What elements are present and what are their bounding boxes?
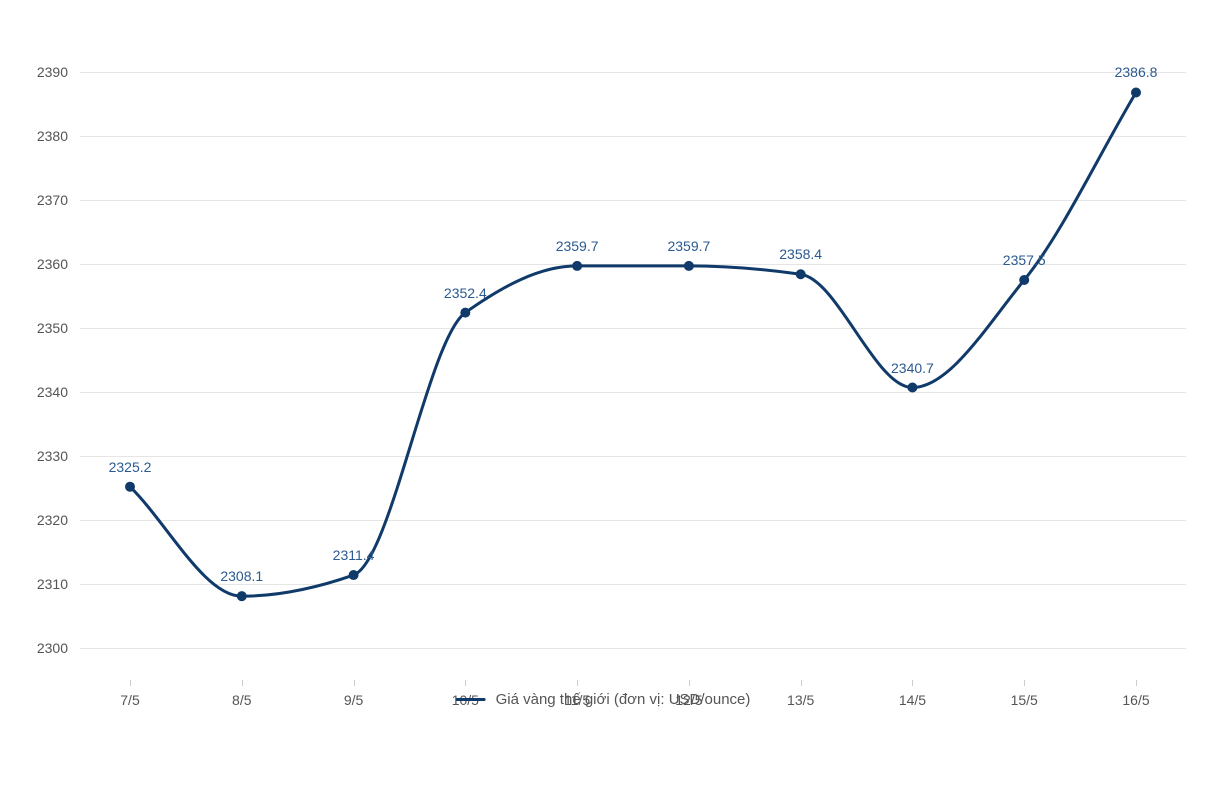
y-axis-tick-label: 2330 xyxy=(37,448,80,464)
x-axis-tick xyxy=(577,680,578,686)
data-point-marker xyxy=(572,261,582,271)
data-point-label: 2358.4 xyxy=(779,246,822,262)
y-axis-tick-label: 2360 xyxy=(37,256,80,272)
x-axis-tick xyxy=(801,680,802,686)
data-point-label: 2308.1 xyxy=(220,568,263,584)
legend-swatch xyxy=(456,698,486,701)
data-point-marker xyxy=(349,570,359,580)
x-axis-tick xyxy=(689,680,690,686)
data-point-label: 2386.8 xyxy=(1115,64,1158,80)
y-axis-tick-label: 2350 xyxy=(37,320,80,336)
data-point-marker xyxy=(125,482,135,492)
data-point-label: 2352.4 xyxy=(444,285,487,301)
data-point-marker xyxy=(684,261,694,271)
data-point-label: 2340.7 xyxy=(891,360,934,376)
x-axis-tick xyxy=(130,680,131,686)
data-point-label: 2325.2 xyxy=(109,459,152,475)
legend-label: Giá vàng thế giới (đơn vị: USD/ounce) xyxy=(496,691,751,708)
data-point-label: 2357.5 xyxy=(1003,252,1046,268)
line-series xyxy=(130,92,1136,596)
y-axis-tick-label: 2370 xyxy=(37,192,80,208)
plot-area: 2300231023202330234023502360237023802390… xyxy=(80,40,1186,680)
data-point-label: 2359.7 xyxy=(667,238,710,254)
y-axis-tick-label: 2340 xyxy=(37,384,80,400)
x-axis-tick xyxy=(242,680,243,686)
x-axis-tick xyxy=(1024,680,1025,686)
data-point-label: 2359.7 xyxy=(556,238,599,254)
x-axis-tick xyxy=(1136,680,1137,686)
data-point-marker xyxy=(237,591,247,601)
data-point-marker xyxy=(907,383,917,393)
data-point-marker xyxy=(460,308,470,318)
data-point-marker xyxy=(1131,87,1141,97)
data-point-label: 2311.4 xyxy=(333,547,375,563)
data-point-marker xyxy=(1019,275,1029,285)
y-axis-tick-label: 2320 xyxy=(37,512,80,528)
chart-legend: Giá vàng thế giới (đơn vị: USD/ounce) xyxy=(456,691,751,708)
y-axis-tick-label: 2300 xyxy=(37,640,80,656)
x-axis-tick xyxy=(465,680,466,686)
chart-container: 2300 2310 2320 2330 2340 2350 2360 2370 2380 2390… xyxy=(20,20,1186,720)
x-axis-tick xyxy=(912,680,913,686)
y-axis-tick-label: 2310 xyxy=(37,576,80,592)
x-axis-tick xyxy=(354,680,355,686)
y-axis-tick-label: 2380 xyxy=(37,128,80,144)
data-point-marker xyxy=(796,269,806,279)
y-axis-tick-label: 2390 xyxy=(37,64,80,80)
